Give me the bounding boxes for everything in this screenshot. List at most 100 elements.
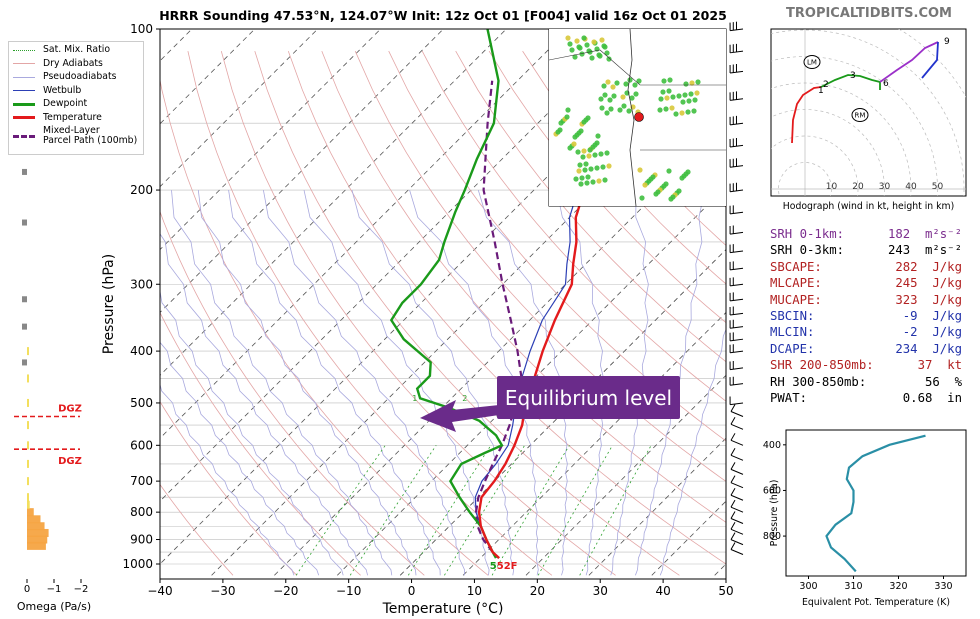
radar-echo: [575, 149, 581, 155]
dry-adiabat-line: [522, 50, 726, 285]
radar-echo: [577, 162, 583, 168]
barb-flag: [732, 225, 734, 234]
barb-shaft: [730, 454, 744, 461]
barb-shaft: [730, 267, 744, 271]
barb-flag: [729, 116, 731, 125]
stat-value: -9 J/kg: [902, 309, 962, 324]
theta-e-x-tick-label: 310: [844, 581, 862, 592]
stat-value: 234 J/kg: [895, 341, 962, 356]
x-tick-label: 30: [593, 584, 608, 598]
radar-echo: [689, 80, 695, 86]
moist-adiabat-line: [303, 190, 490, 576]
barb-shaft: [730, 211, 744, 215]
radar-echo: [663, 106, 669, 112]
x-axis-label: Temperature (°C): [382, 601, 504, 617]
y-tick-label: 400: [130, 344, 153, 358]
moist-adiabat-line: [556, 190, 605, 576]
isotherm-line: [160, 29, 507, 376]
y-tick-label: 600: [130, 438, 153, 452]
wind-barbs: [729, 21, 744, 555]
isotherm-line: [274, 123, 726, 576]
hodo-motion-marker: [851, 108, 869, 122]
wind-barb-icon: [729, 182, 744, 193]
radar-echo: [565, 107, 571, 113]
stat-label: SRH 0-1km:: [770, 227, 845, 241]
stat-label: SHR 200-850mb:: [770, 358, 874, 373]
barb-shaft: [730, 549, 744, 555]
hodograph-ring-label: 40: [905, 182, 917, 192]
wind-barb-icon: [729, 319, 744, 329]
barb-shaft: [730, 423, 744, 430]
radar-echo: [604, 50, 610, 56]
barb-flag: [729, 292, 731, 301]
barb-flag: [732, 277, 734, 286]
stat-value: 0.68 in: [902, 391, 962, 406]
stat-value: 282 J/kg: [895, 259, 962, 274]
theta-e-x-tick-label: 320: [889, 581, 907, 592]
barb-shaft: [730, 528, 744, 535]
moist-adiabat-line: [197, 190, 417, 576]
dry-adiabat-line: [220, 50, 616, 576]
legend-label: Pseudoadiabats: [43, 71, 117, 82]
omega-bar: [22, 296, 27, 303]
wind-barb-icon: [730, 404, 744, 417]
wind-barb-icon: [729, 261, 744, 271]
theta-e-x-tick-label: 300: [799, 581, 817, 592]
radar-echo: [633, 91, 639, 97]
barb-shaft: [730, 312, 744, 316]
wind-barb-icon: [729, 396, 744, 406]
omega-bar: [27, 515, 41, 524]
radar-echo: [601, 43, 607, 49]
stat-value: 243 m²s⁻²: [887, 243, 962, 258]
barb-flag: [730, 532, 736, 540]
barb-flag: [729, 205, 731, 214]
barb-flag: [732, 306, 734, 315]
isotherm-line: [160, 29, 633, 502]
radar-echo: [573, 176, 579, 182]
omega-bar: [27, 535, 48, 544]
barb-flag: [729, 320, 731, 329]
barb-shaft: [730, 383, 744, 386]
barb-flag: [735, 158, 738, 167]
dgz-label: DGZ: [58, 403, 82, 414]
barb-shaft: [730, 326, 744, 329]
moist-adiabat-line: [351, 189, 515, 576]
radar-echo: [571, 141, 577, 147]
dry-adiabat-line: [160, 311, 361, 576]
barb-shaft: [730, 338, 744, 342]
barb-flag: [732, 158, 734, 167]
stat-row: RH 300-850mb: 56 %: [770, 374, 962, 390]
legend: Sat. Mix. Ratio Dry Adiabats Pseudoadiabat…: [8, 41, 144, 155]
x-tick-label: −20: [273, 584, 298, 598]
barb-flag: [732, 344, 734, 353]
mixing-ratio-line: [407, 445, 492, 576]
radar-echo: [606, 56, 612, 62]
legend-item: Mixed-Layer Parcel Path (100mb): [13, 126, 137, 146]
barb-flag: [732, 64, 734, 73]
legend-item: Temperature: [13, 112, 102, 123]
radar-echo: [604, 150, 610, 156]
barb-shaft: [730, 494, 744, 501]
radar-echo: [578, 128, 584, 134]
stat-label: SBCIN:: [770, 309, 815, 324]
y-axis-label: Pressure (hPa): [101, 254, 117, 354]
omega-bar: [27, 477, 29, 486]
radar-echo: [621, 103, 627, 109]
barb-shaft: [730, 250, 744, 254]
wind-barb-icon: [729, 225, 744, 235]
hodograph: 1020304050112369LMRMHodograph (wind in k…: [770, 28, 967, 212]
moist-adiabat-line: [228, 190, 441, 576]
barb-flag: [735, 21, 738, 30]
barb-shaft: [730, 165, 744, 168]
dry-adiabat-line: [287, 50, 726, 565]
radar-echo: [614, 80, 620, 86]
radar-echo: [586, 153, 592, 159]
barb-flag: [729, 22, 731, 31]
radar-echo: [637, 167, 643, 173]
radar-echo: [599, 37, 605, 43]
omega-bar: [27, 500, 30, 509]
radar-echo: [686, 98, 692, 104]
barb-flag: [732, 116, 734, 125]
omega-tick-label: −2: [74, 584, 89, 595]
radar-echo: [596, 52, 602, 58]
